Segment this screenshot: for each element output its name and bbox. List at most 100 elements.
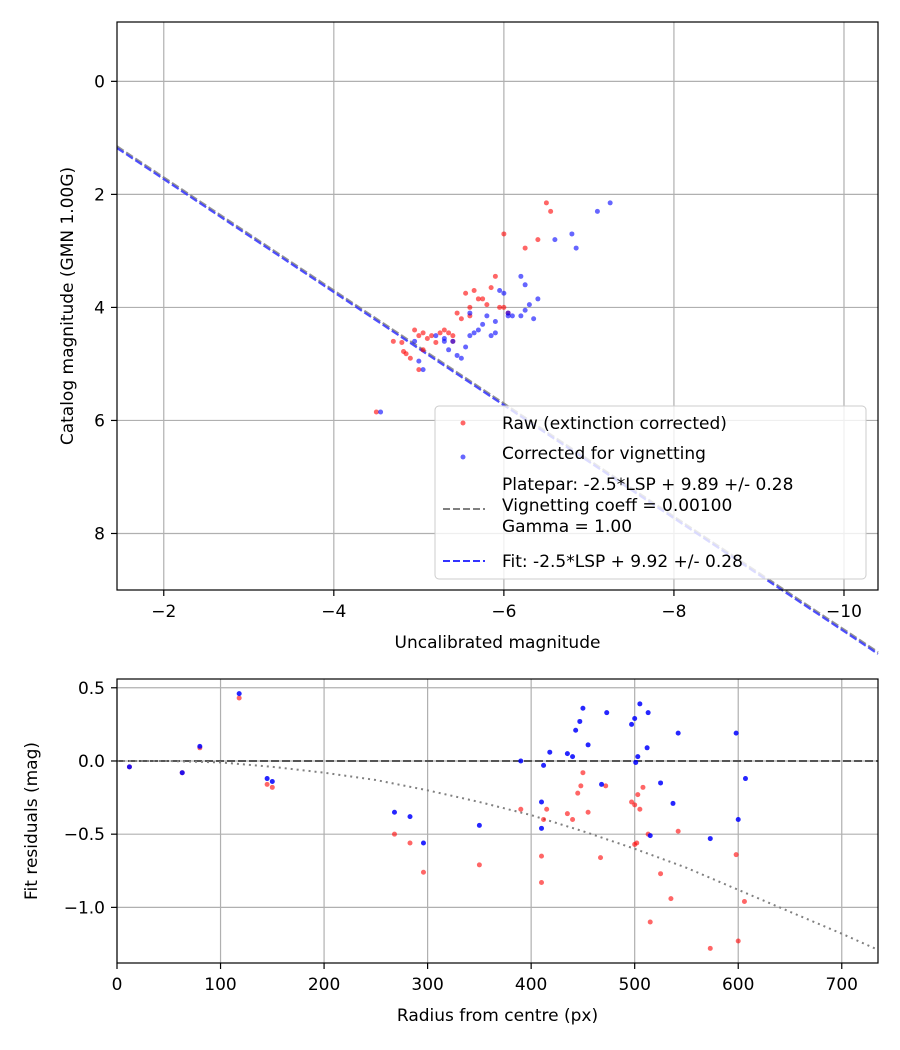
scatter-point xyxy=(497,287,503,293)
residual-point xyxy=(733,852,739,858)
scatter-point xyxy=(390,338,396,344)
residual-point xyxy=(236,695,242,701)
residual-point xyxy=(735,817,741,823)
scatter-point xyxy=(467,333,473,339)
x-tick-label: 0 xyxy=(112,975,123,995)
calibration-x-axis-label: Uncalibrated magnitude xyxy=(395,633,601,653)
residual-point xyxy=(675,828,681,834)
scatter-point xyxy=(407,355,413,361)
scatter-point xyxy=(543,200,549,206)
scatter-point xyxy=(412,338,418,344)
residuals-x-axis-label: Radius from centre (px) xyxy=(397,1006,598,1026)
residual-point xyxy=(577,718,583,724)
residual-point xyxy=(420,840,426,846)
residual-point xyxy=(637,806,643,812)
residual-point xyxy=(644,745,650,751)
residual-point xyxy=(564,751,570,757)
residual-point xyxy=(407,814,413,820)
residual-point xyxy=(634,840,640,846)
scatter-point xyxy=(458,316,464,322)
residual-point xyxy=(632,716,638,722)
scatter-point xyxy=(454,310,460,316)
residual-point xyxy=(603,783,609,789)
y-tick-label: −1.0 xyxy=(64,898,105,918)
residual-point xyxy=(635,754,641,760)
y-tick-label: 0.0 xyxy=(78,752,105,772)
residual-point xyxy=(539,879,545,885)
legend-corrected-marker xyxy=(460,454,466,460)
y-tick-label: 0.5 xyxy=(78,679,105,699)
residual-point xyxy=(179,770,185,776)
residual-point xyxy=(637,701,643,707)
residual-point xyxy=(668,896,674,902)
residual-point xyxy=(647,833,653,839)
residual-point xyxy=(570,754,576,760)
residuals-plot: 0 100 200 300 400 500 600 700 0.5 0.0 −0.5 −1.0 Rad… xyxy=(22,678,879,1026)
residual-point xyxy=(645,710,651,716)
residuals-y-axis-label: Fit residuals (mag) xyxy=(22,742,42,900)
legend-box xyxy=(434,405,867,580)
calibration-plot-frame xyxy=(116,21,879,591)
calibration-y-axis-label: Catalog magnitude (GMN 1.00G) xyxy=(58,167,78,445)
scatter-point xyxy=(488,285,494,291)
calibration-ticks: −2 −4 −6 −8 −10 0 2 4 6 8 xyxy=(94,72,862,622)
x-tick-label: −8 xyxy=(661,602,686,622)
residual-point xyxy=(585,742,591,748)
legend-platepar-label: Platepar: -2.5*LSP + 9.89 +/- 0.28 Vignet… xyxy=(502,475,793,537)
scatter-point xyxy=(518,273,524,279)
residual-point xyxy=(578,783,584,789)
residual-point xyxy=(518,758,524,764)
scatter-point xyxy=(416,333,422,339)
scatter-point xyxy=(433,333,439,339)
residual-point xyxy=(575,790,581,796)
scatter-point xyxy=(450,338,456,344)
y-tick-label: 2 xyxy=(94,185,105,205)
y-tick-label: 8 xyxy=(94,524,105,544)
x-tick-label: 600 xyxy=(722,975,754,995)
residual-point xyxy=(647,919,653,925)
scatter-point xyxy=(509,313,515,319)
residual-point xyxy=(391,831,397,837)
scatter-point xyxy=(573,245,579,251)
scatter-point xyxy=(492,319,498,325)
scatter-point xyxy=(535,296,541,302)
residual-point xyxy=(629,799,635,805)
x-tick-label: 100 xyxy=(204,975,236,995)
scatter-point xyxy=(501,231,507,237)
residual-point xyxy=(658,871,664,877)
scatter-point xyxy=(441,327,447,333)
residual-point xyxy=(640,784,646,790)
x-tick-label: −4 xyxy=(321,602,346,622)
residuals-lines xyxy=(117,759,879,951)
residual-point xyxy=(670,800,676,806)
scatter-point xyxy=(373,409,379,415)
x-tick-label: 300 xyxy=(411,975,443,995)
residual-point xyxy=(126,764,132,770)
residual-point xyxy=(580,705,586,711)
scatter-point xyxy=(552,237,558,243)
residual-point xyxy=(742,776,748,782)
residual-point xyxy=(573,727,579,733)
y-tick-label: −0.5 xyxy=(64,825,105,845)
scatter-point xyxy=(531,316,537,322)
residual-point xyxy=(236,691,242,697)
residual-point xyxy=(707,945,713,951)
scatter-point xyxy=(471,287,477,293)
scatter-point xyxy=(522,282,528,288)
residual-point xyxy=(264,776,270,782)
residual-point xyxy=(580,770,586,776)
x-tick-label: −6 xyxy=(491,602,516,622)
calibration-legend: Raw (extinction corrected) Corrected for… xyxy=(434,405,867,580)
x-tick-label: 500 xyxy=(618,975,650,995)
scatter-point xyxy=(433,339,439,345)
residual-point xyxy=(518,806,524,812)
x-tick-label: −10 xyxy=(826,602,862,622)
residual-point xyxy=(391,809,397,815)
scatter-point xyxy=(399,339,405,345)
scatter-point xyxy=(488,333,494,339)
residual-point xyxy=(476,862,482,868)
scatter-point xyxy=(505,313,511,319)
calibration-points xyxy=(373,200,613,415)
scatter-point xyxy=(492,330,498,336)
scatter-point xyxy=(463,290,469,296)
